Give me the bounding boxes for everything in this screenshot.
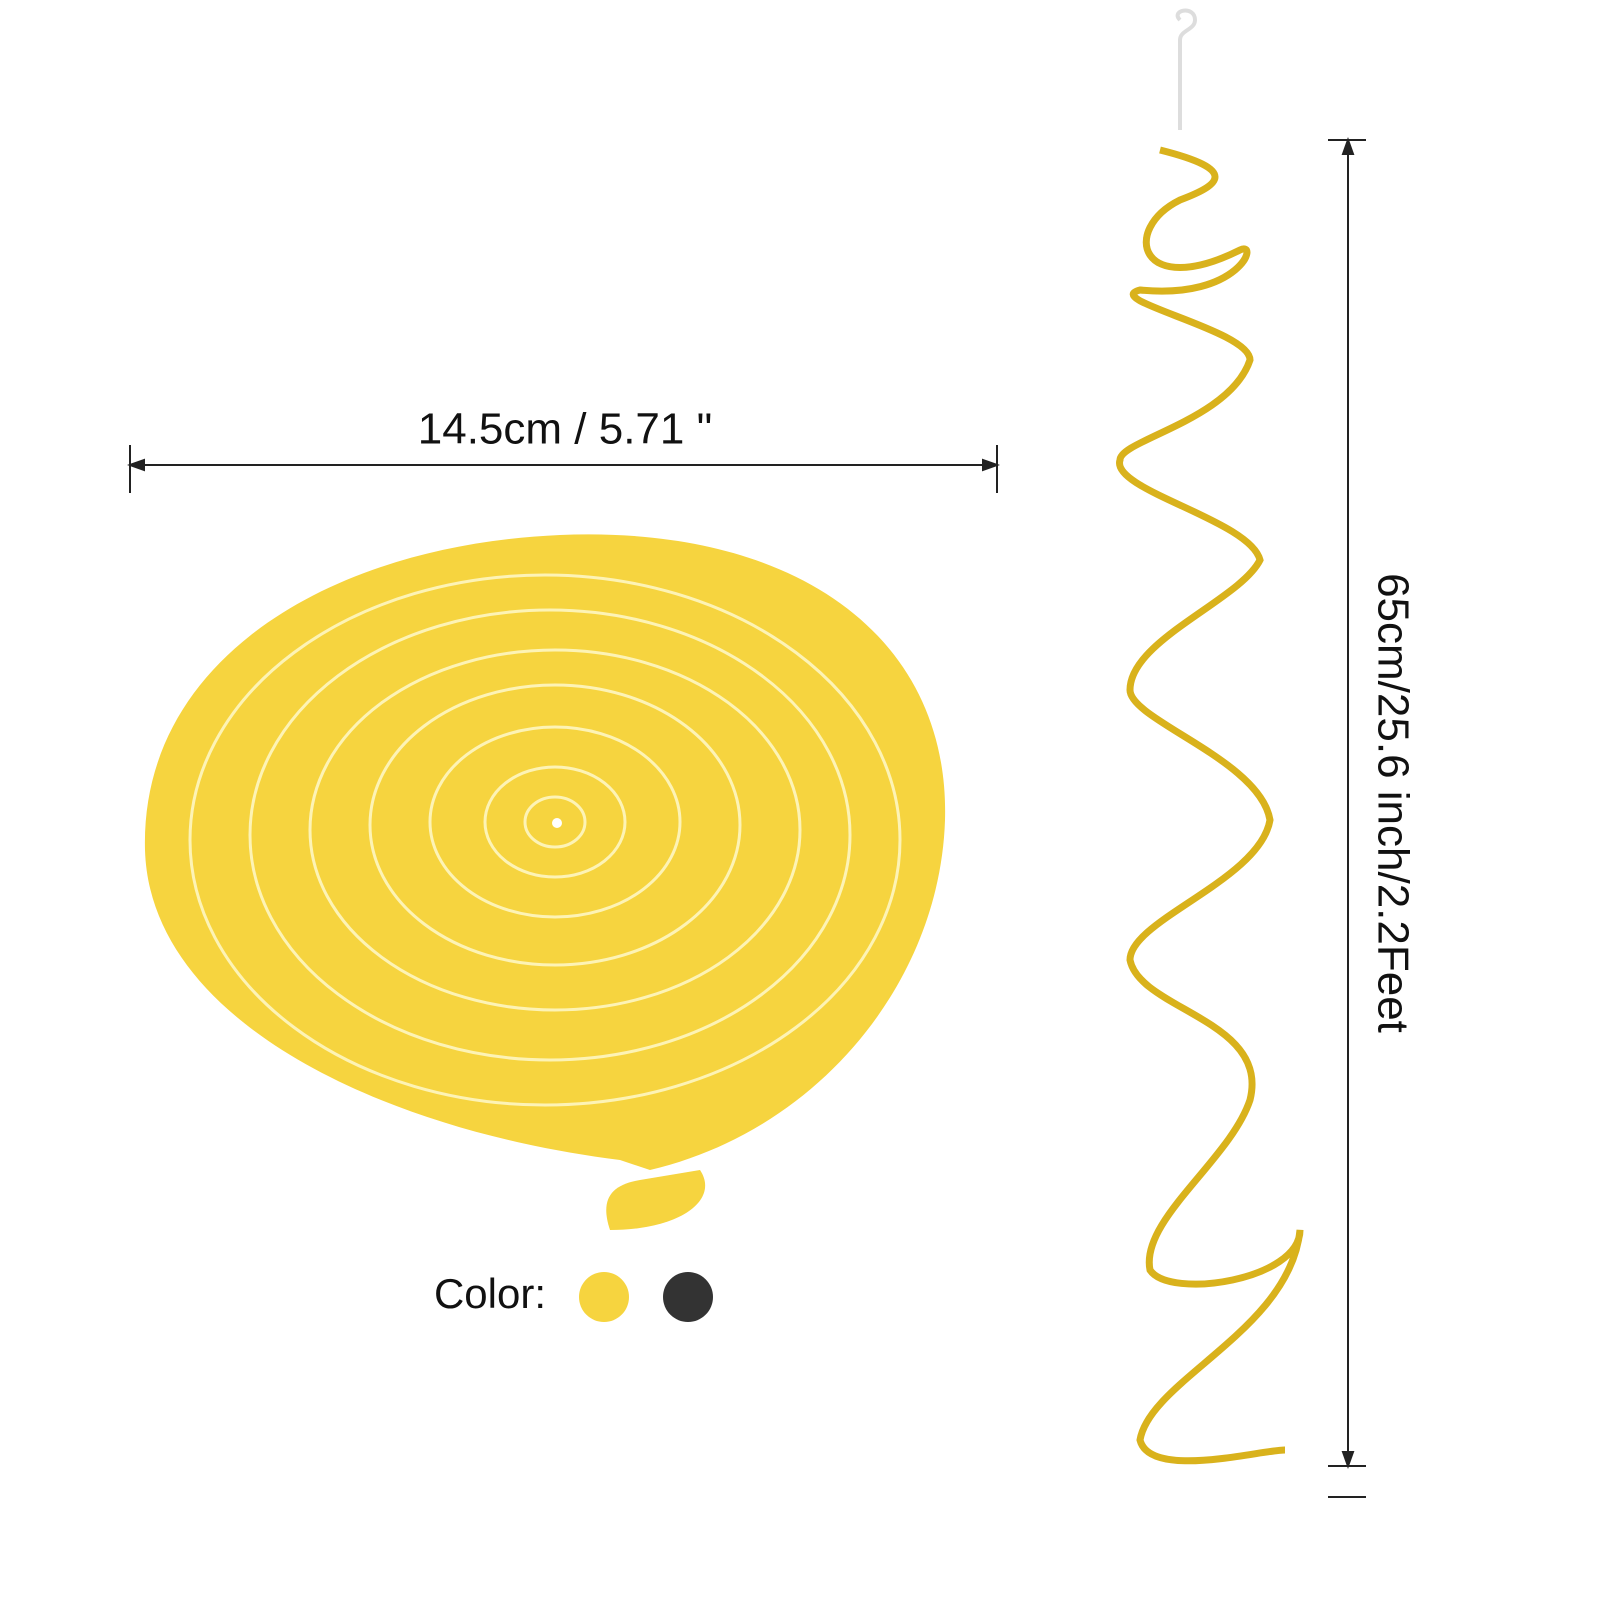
width-dimension [127,445,1000,493]
hanging-spiral [1116,8,1304,1465]
width-label: 14.5cm / 5.71 " [418,405,712,454]
length-dimension [1328,137,1366,1498]
length-label: 65cm/25.6 inch/2.2Feet [1368,573,1417,1033]
flat-spiral [144,534,946,1230]
color-label: Color: [434,1270,546,1317]
color-swatch-gold [579,1272,629,1322]
color-swatch-black [663,1272,713,1322]
